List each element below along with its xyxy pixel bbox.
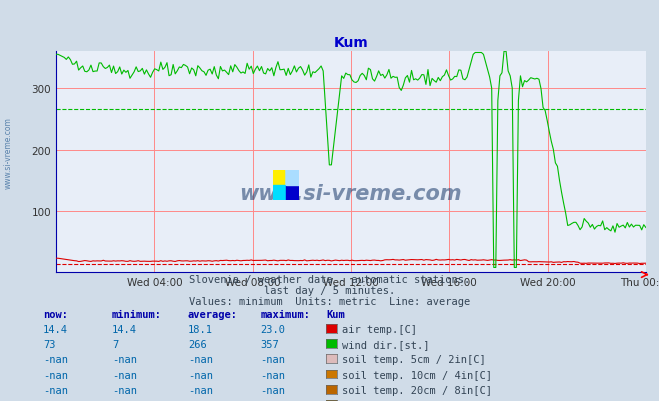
Text: -nan: -nan (260, 370, 285, 380)
Text: Values: minimum  Units: metric  Line: average: Values: minimum Units: metric Line: aver… (189, 296, 470, 306)
Text: 73: 73 (43, 339, 55, 349)
Polygon shape (286, 170, 299, 185)
Polygon shape (273, 185, 286, 200)
Text: -nan: -nan (112, 385, 137, 395)
Text: -nan: -nan (188, 370, 213, 380)
Text: 14.4: 14.4 (112, 324, 137, 334)
Text: 23.0: 23.0 (260, 324, 285, 334)
Text: soil temp. 30cm / 12in[C]: soil temp. 30cm / 12in[C] (342, 400, 498, 401)
Text: wind dir.[st.]: wind dir.[st.] (342, 339, 430, 349)
Text: www.si-vreme.com: www.si-vreme.com (240, 183, 462, 203)
Text: 266: 266 (188, 339, 206, 349)
Text: soil temp. 10cm / 4in[C]: soil temp. 10cm / 4in[C] (342, 370, 492, 380)
Text: www.si-vreme.com: www.si-vreme.com (4, 117, 13, 188)
Text: -nan: -nan (43, 400, 68, 401)
Text: -nan: -nan (260, 385, 285, 395)
Text: soil temp. 5cm / 2in[C]: soil temp. 5cm / 2in[C] (342, 354, 486, 365)
Text: -nan: -nan (188, 354, 213, 365)
Text: -nan: -nan (43, 370, 68, 380)
Text: -nan: -nan (260, 400, 285, 401)
Text: -nan: -nan (43, 354, 68, 365)
Polygon shape (286, 170, 299, 185)
Text: Kum: Kum (326, 309, 345, 319)
Text: 7: 7 (112, 339, 118, 349)
Text: now:: now: (43, 309, 68, 319)
Polygon shape (286, 170, 299, 185)
Text: -nan: -nan (43, 385, 68, 395)
Polygon shape (286, 185, 299, 200)
Text: minimum:: minimum: (112, 309, 162, 319)
Text: air temp.[C]: air temp.[C] (342, 324, 417, 334)
Text: 14.4: 14.4 (43, 324, 68, 334)
Text: 18.1: 18.1 (188, 324, 213, 334)
Text: soil temp. 20cm / 8in[C]: soil temp. 20cm / 8in[C] (342, 385, 492, 395)
Text: -nan: -nan (188, 400, 213, 401)
Text: -nan: -nan (112, 400, 137, 401)
Text: last day / 5 minutes.: last day / 5 minutes. (264, 286, 395, 296)
Text: -nan: -nan (112, 370, 137, 380)
Text: average:: average: (188, 309, 238, 319)
Text: -nan: -nan (112, 354, 137, 365)
Text: maximum:: maximum: (260, 309, 310, 319)
Text: 357: 357 (260, 339, 279, 349)
Polygon shape (273, 170, 286, 185)
Text: -nan: -nan (188, 385, 213, 395)
Text: -nan: -nan (260, 354, 285, 365)
Title: Kum: Kum (333, 36, 368, 50)
Text: Slovenia / weather data - automatic stations.: Slovenia / weather data - automatic stat… (189, 275, 470, 285)
